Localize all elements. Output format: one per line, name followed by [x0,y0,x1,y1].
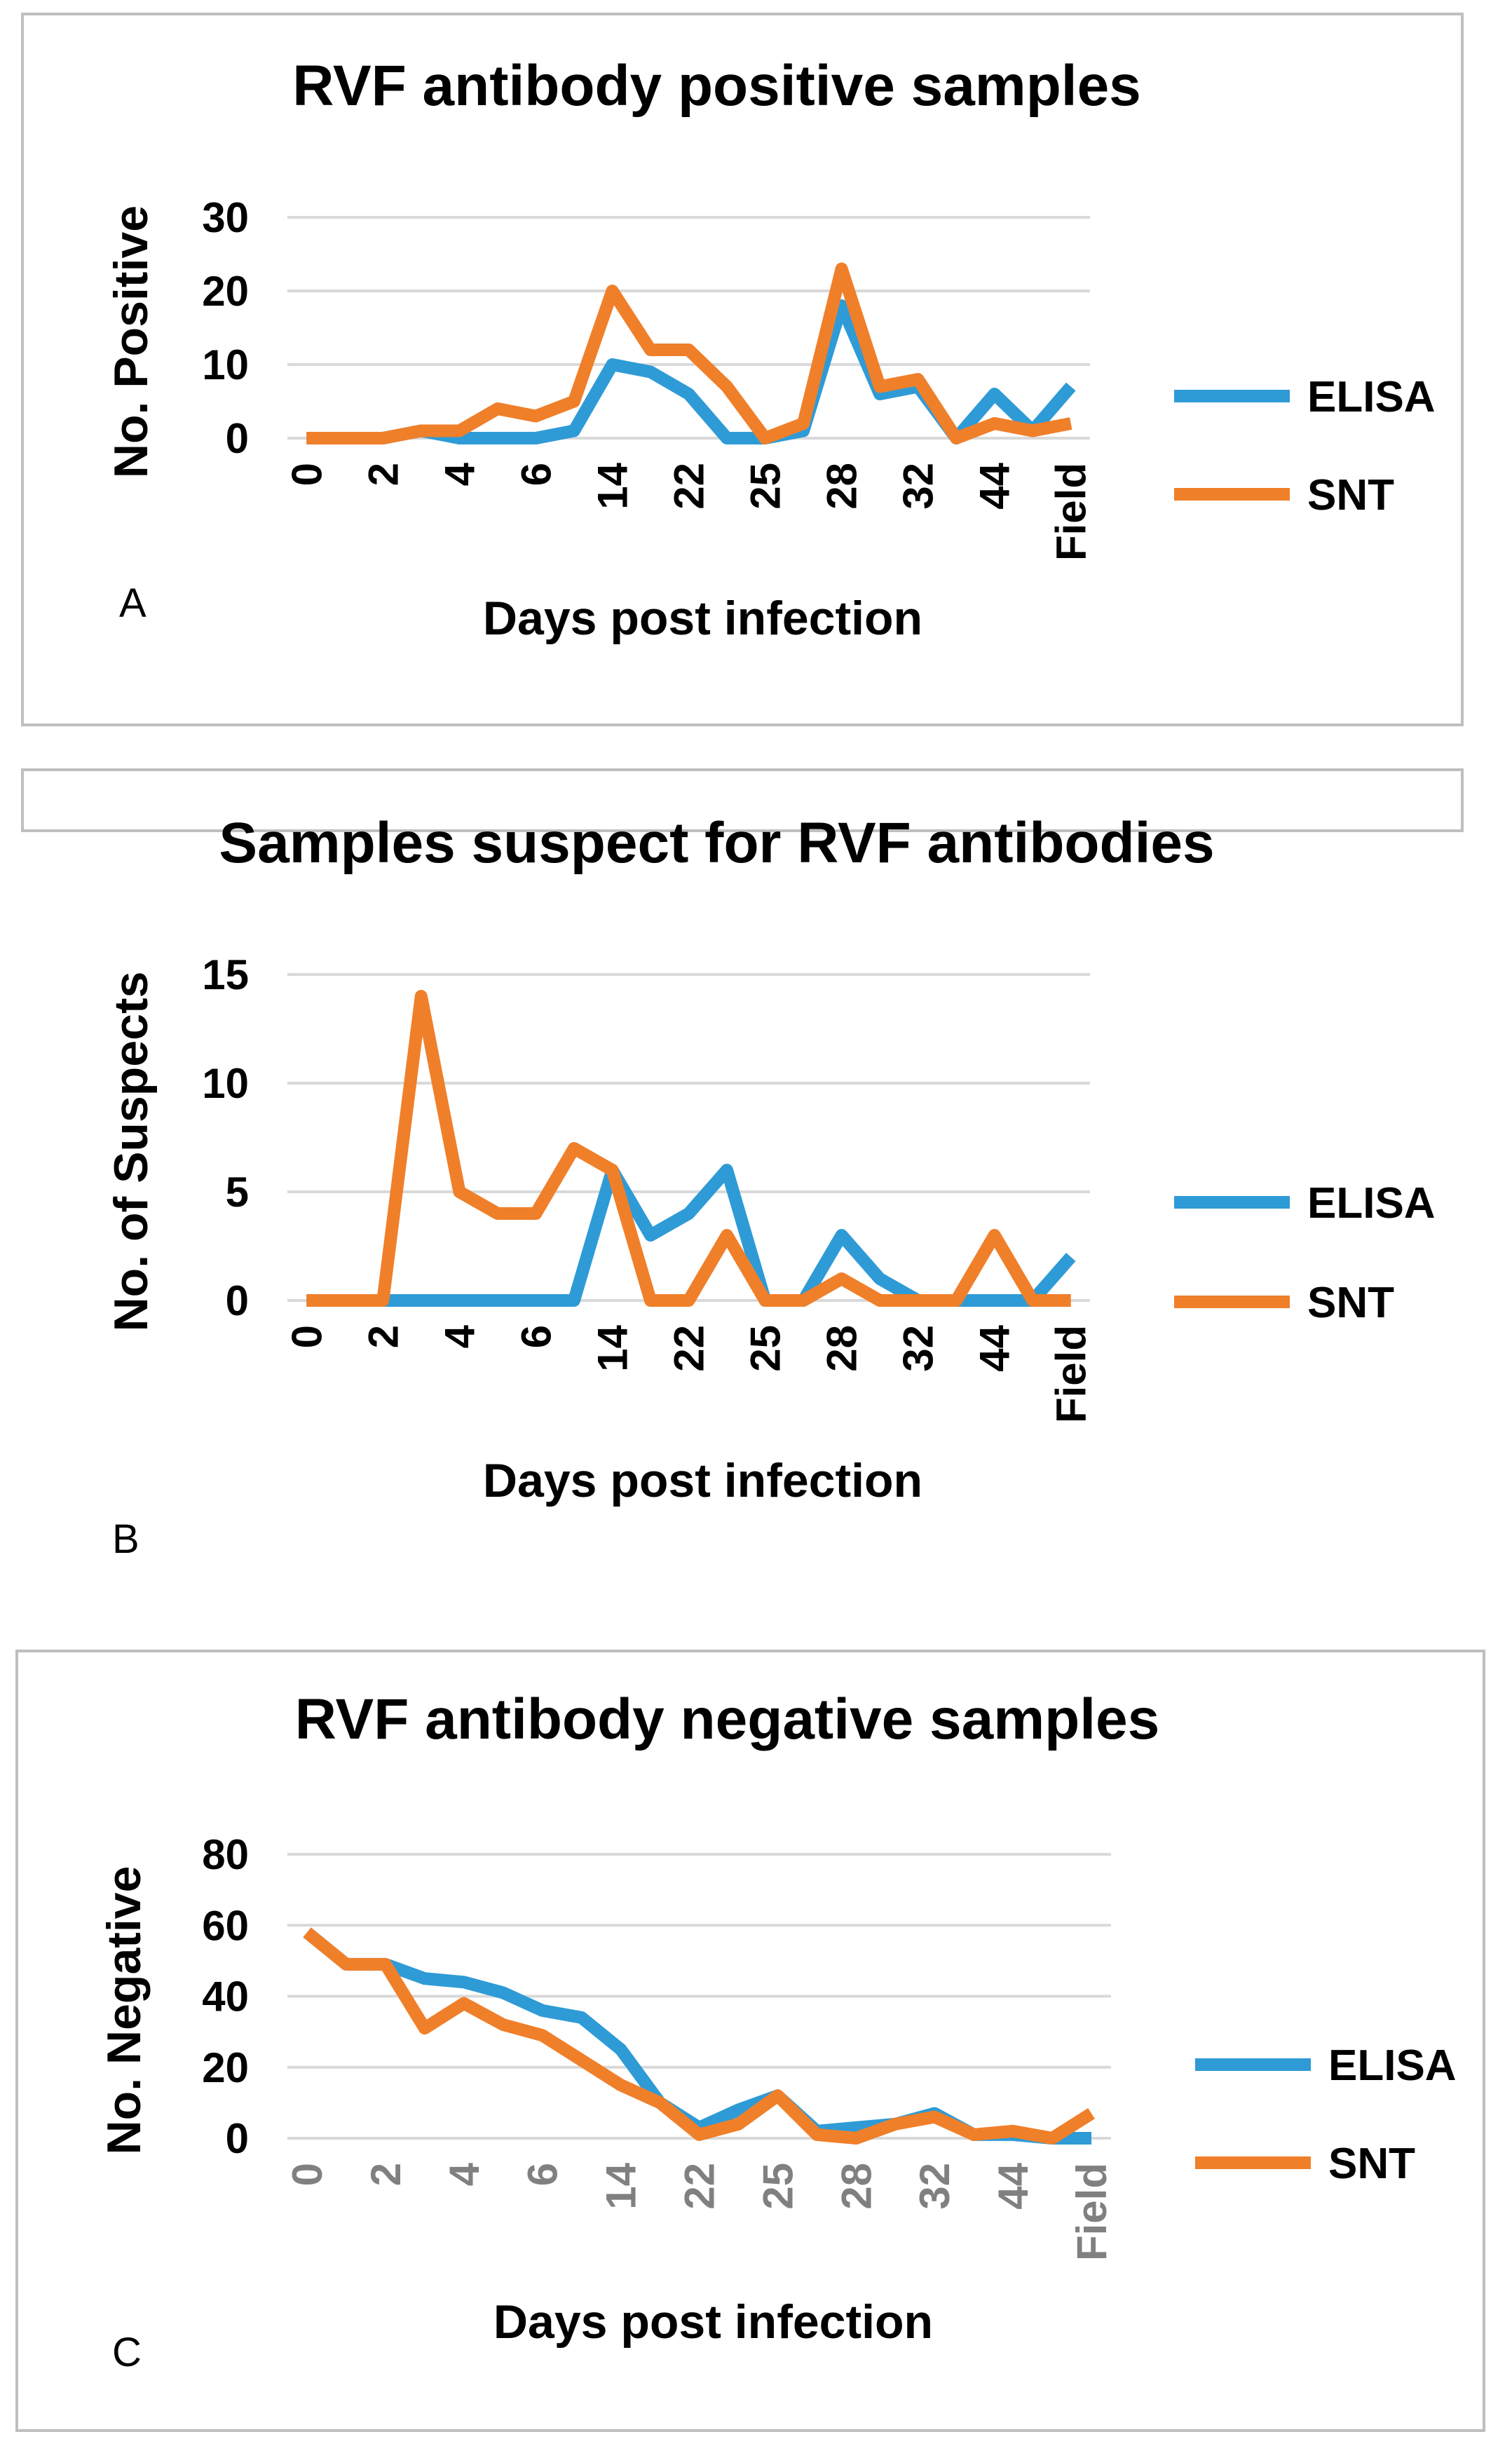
x-tick-label: Field [1048,463,1095,561]
x-tick-label: 22 [666,1325,713,1372]
legend-label-snt: SNT [1307,1279,1394,1327]
panel-frame [21,13,1464,726]
x-tick-label: 6 [512,463,559,486]
x-tick-label: 28 [819,1325,866,1372]
x-tick-label: 4 [436,462,483,486]
series-line-snt [306,990,1071,1307]
x-tick-label: 44 [990,2162,1037,2209]
x-tick-label: Field [1068,2163,1115,2261]
panel-letter: A [119,580,147,626]
chart-title: Samples suspect for RVF antibodies [219,811,1214,875]
panel-letter: C [112,2330,142,2375]
y-tick-label: 0 [226,415,249,462]
legend-label-snt: SNT [1307,471,1394,519]
legend-label-elisa: ELISA [1328,2041,1457,2090]
legend-label-elisa: ELISA [1307,1179,1436,1228]
x-tick-label: 14 [598,2162,645,2209]
x-tick-label: 22 [666,463,713,510]
panel-frame [15,1650,1485,2432]
y-tick-label: 0 [226,2115,249,2162]
chart-panel-c: RVF antibody negative samples020406080No… [15,1650,1485,2432]
y-tick-label: 40 [202,1973,249,2020]
x-tick-label: 44 [972,1324,1019,1371]
y-tick-label: 20 [202,268,249,315]
series-line-snt [303,1927,1095,2145]
y-axis-label: No. Positive [104,205,158,478]
x-tick-label: 4 [441,2162,488,2186]
x-tick-label: 0 [283,1325,330,1348]
x-tick-label: 0 [283,463,330,486]
chart-title: RVF antibody negative samples [295,1687,1159,1751]
x-tick-label: 28 [819,463,866,510]
y-tick-label: 0 [226,1277,249,1324]
y-tick-label: 30 [202,194,249,241]
x-tick-label: 2 [360,1325,407,1348]
y-tick-label: 80 [202,1831,249,1878]
y-axis-label: No. of Suspects [104,972,158,1332]
x-tick-label: 2 [362,2163,409,2186]
x-tick-label: 14 [589,1324,636,1371]
x-axis-label: Days post infection [483,592,922,645]
x-tick-label: 32 [911,2163,958,2210]
series-line-elisa [306,1164,1076,1307]
legend-label-elisa: ELISA [1307,373,1436,421]
x-tick-label: 25 [742,463,789,510]
x-tick-label: Field [1048,1325,1095,1423]
x-tick-label: 0 [284,2163,331,2186]
x-tick-label: 32 [895,1325,942,1372]
y-tick-label: 10 [202,341,249,388]
panel-frame [21,768,1464,832]
y-tick-label: 20 [202,2044,249,2091]
x-tick-label: 2 [360,463,407,486]
x-tick-label: 6 [512,1325,559,1348]
x-tick-label: 14 [589,462,636,509]
x-tick-label: 4 [436,1324,483,1348]
x-tick-label: 28 [833,2163,880,2210]
legend-label-snt: SNT [1328,2140,1415,2188]
chart-panel-a: RVF antibody positive samples0102030No. … [21,13,1464,726]
chart-title: RVF antibody positive samples [292,54,1141,118]
x-tick-label: 22 [676,2163,723,2210]
series-line-snt [306,262,1072,444]
y-axis-label: No. Negative [97,1866,151,2155]
chart-panel-b: Samples suspect for RVF antibodies 0 5 10 15… [21,768,1464,1562]
y-tick-label: 5 [226,1169,249,1216]
x-tick-label: 32 [895,463,942,510]
x-axis-label: Days post infection [493,2295,933,2349]
x-tick-label: 25 [742,1325,789,1372]
panel-letter: B [112,1516,139,1562]
x-tick-label: 6 [519,2163,566,2186]
x-axis-label: Days post infection [483,1454,922,1507]
y-tick-label: 10 [202,1060,249,1107]
x-tick-label: 44 [972,462,1019,509]
x-tick-label: 25 [754,2163,801,2210]
y-tick-label: 60 [202,1902,249,1949]
y-tick-label: 15 [202,951,249,998]
